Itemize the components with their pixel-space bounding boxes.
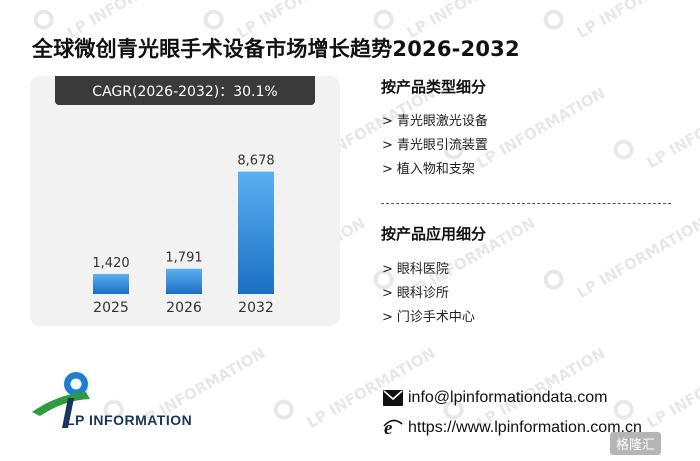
application-segment-title: 按产品应用细分: [381, 225, 487, 243]
list-item: > 青光眼引流装置: [382, 138, 488, 153]
svg-text:LP INFORMATION: LP INFORMATION: [644, 84, 700, 172]
data-label-2026: 1,791: [165, 251, 202, 266]
page-title: 全球微创青光眼手术设备市场增长趋势2026-2032: [32, 37, 520, 61]
list-item: > 眼科诊所: [382, 286, 449, 301]
arrow-icon: >: [382, 286, 393, 301]
cagr-text: CAGR(2026-2032)：30.1%: [92, 83, 278, 100]
bar-chart: 1,420 2025 1,791 2026 8,678 2032: [92, 154, 274, 316]
svg-text:e: e: [384, 418, 393, 438]
logo-text: LP INFORMATION: [66, 412, 193, 428]
data-label-2025: 1,420: [92, 256, 129, 271]
list-item: > 眼科医院: [382, 262, 449, 277]
email-link[interactable]: info@lpinformationdata.com: [408, 389, 608, 406]
x-tick-label-2026: 2026: [166, 300, 202, 316]
bar-2025: [93, 273, 129, 294]
bar-2026: [166, 268, 202, 294]
list-item: > 植入物和支架: [382, 162, 475, 177]
application-segment-list: > 眼科医院 > 眼科诊所 > 门诊手术中心: [382, 258, 475, 330]
arrow-icon: >: [382, 262, 393, 277]
x-tick-label-2032: 2032: [238, 300, 274, 316]
svg-text:LP INFORMATION: LP INFORMATION: [574, 214, 700, 302]
arrow-icon: >: [382, 138, 393, 153]
watermark-mark: LP INFORMATION: [543, 0, 700, 42]
type-segment-title: 按产品类型细分: [381, 78, 487, 96]
list-item: > 门诊手术中心: [382, 310, 475, 325]
cagr-badge: CAGR(2026-2032)：30.1%: [55, 76, 315, 105]
envelope-icon: [383, 389, 403, 407]
svg-text:LP INFORMATION: LP INFORMATION: [474, 84, 609, 172]
bar-2032: [238, 171, 274, 294]
svg-text:LP INFORMATION: LP INFORMATION: [574, 0, 700, 42]
browser-e-icon: e: [383, 418, 403, 438]
email-row[interactable]: info@lpinformationdata.com: [383, 389, 607, 407]
lp-information-logo-icon: [32, 372, 90, 428]
type-segment-list: > 青光眼激光设备 > 青光眼引流装置 > 植入物和支架: [382, 110, 488, 182]
x-tick-label-2025: 2025: [93, 300, 129, 316]
corner-watermark-badge: 格隆汇: [610, 432, 662, 455]
data-label-2032: 8,678: [237, 154, 274, 169]
website-link[interactable]: https://www.lpinformation.com.cn: [408, 419, 642, 436]
watermark-mark: LP INFORMATION: [543, 214, 700, 302]
list-item: > 青光眼激光设备: [382, 114, 488, 129]
section-divider: [381, 203, 671, 204]
arrow-icon: >: [382, 162, 393, 177]
svg-text:LP INFORMATION: LP INFORMATION: [644, 344, 700, 432]
arrow-icon: >: [382, 114, 393, 129]
watermark-mark: LP INFORMATION: [613, 84, 700, 172]
website-row[interactable]: e https://www.lpinformation.com.cn: [383, 418, 642, 438]
arrow-icon: >: [382, 310, 393, 325]
